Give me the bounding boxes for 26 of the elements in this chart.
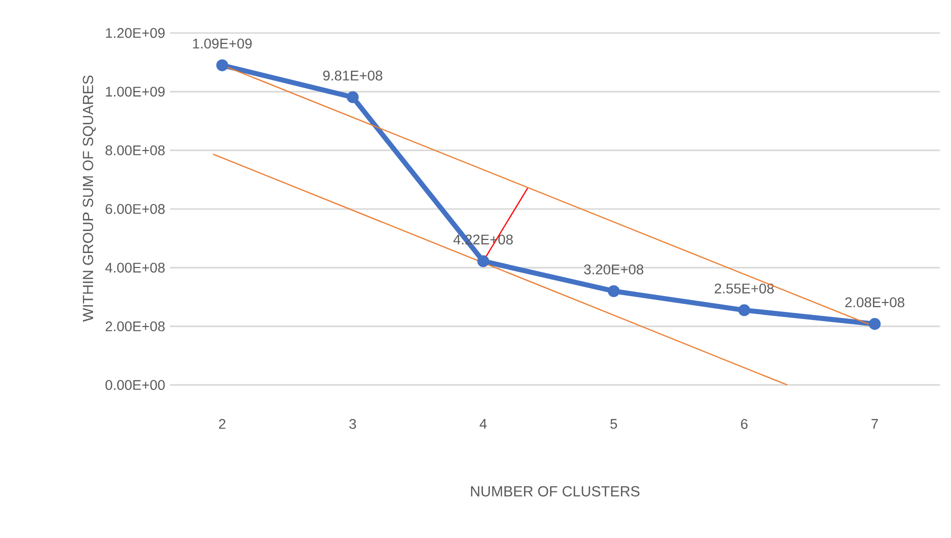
data-label: 1.09E+09 — [193, 38, 252, 49]
x-axis-title: NUMBER OF CLUSTERS — [471, 486, 640, 496]
x-tick-label: 7 — [872, 419, 878, 429]
data-label: 2.08E+08 — [845, 297, 904, 308]
y-tick-label: 2.00E+08 — [106, 321, 165, 332]
x-tick-label: 2 — [219, 419, 226, 429]
y-tick-label: 8.00E+08 — [106, 145, 165, 156]
point — [608, 285, 620, 298]
y-tick-label: 0.00E+00 — [106, 380, 165, 390]
x-tick-label: 4 — [480, 419, 487, 429]
x-tick-label: 3 — [349, 419, 356, 429]
y-tick-label: 1.00E+09 — [106, 86, 165, 97]
x-tick-label: 6 — [741, 419, 748, 429]
y-tick-label: 1.20E+09 — [106, 28, 165, 38]
y-axis-title: WITHIN GROUP SUM OF SQUARES — [82, 76, 96, 322]
data-label: 9.81E+08 — [323, 70, 382, 81]
point — [738, 304, 750, 316]
point — [216, 59, 228, 72]
y-tick-label: 6.00E+08 — [106, 204, 165, 214]
data-label: 3.20E+08 — [584, 264, 644, 274]
point — [477, 255, 490, 268]
x-tick-label: 5 — [610, 419, 618, 429]
y-tick-label: 4.00E+08 — [105, 262, 165, 273]
point — [868, 318, 881, 330]
point — [346, 91, 359, 104]
data-label: 2.55E+08 — [714, 284, 774, 294]
